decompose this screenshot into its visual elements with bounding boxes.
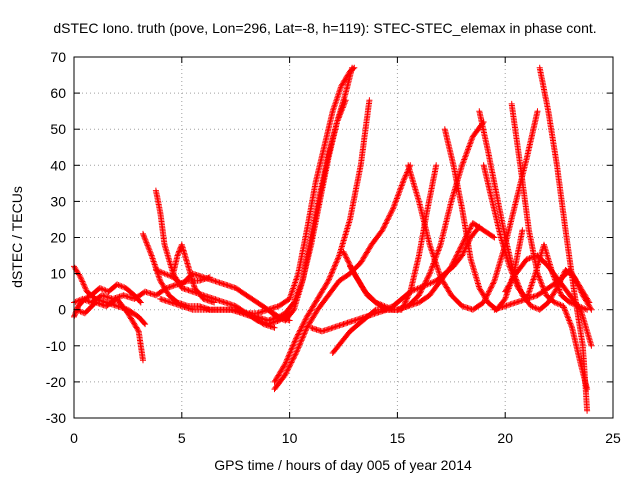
y-tick-label: 20 <box>50 230 66 246</box>
chart-title: dSTEC Iono. truth (pove, Lon=296, Lat=-8… <box>53 20 596 36</box>
x-tick-label: 15 <box>390 430 406 446</box>
series-markers <box>271 97 373 385</box>
series-markers <box>405 108 541 313</box>
series-8 <box>170 241 218 306</box>
y-tick-label: -30 <box>46 410 66 426</box>
x-tick-label: 20 <box>497 430 513 446</box>
x-tick-label: 5 <box>178 430 186 446</box>
x-tick-label: 25 <box>605 430 621 446</box>
x-tick-label: 10 <box>282 430 298 446</box>
x-tick-label: 0 <box>70 430 78 446</box>
y-tick-label: 30 <box>50 193 66 209</box>
y-tick-label: 0 <box>58 302 66 318</box>
series-markers <box>265 97 349 324</box>
y-tick-label: 50 <box>50 121 66 137</box>
series-24 <box>502 252 595 349</box>
series-markers <box>502 252 595 349</box>
series-23 <box>536 64 591 414</box>
series-22 <box>508 100 591 393</box>
series-markers <box>536 64 591 414</box>
series-25 <box>491 267 593 313</box>
series-markers <box>508 100 591 393</box>
y-tick-label: -10 <box>46 338 66 354</box>
axis-ticks: 0 5 10 15 20 25 -30 -20 -10 0 10 20 30 40 50 60 70 <box>46 49 621 446</box>
series-markers <box>491 267 593 313</box>
y-tick-label: 60 <box>50 85 66 101</box>
y-tick-label: -20 <box>46 374 66 390</box>
series-markers <box>170 241 218 306</box>
y-tick-label: 10 <box>50 266 66 282</box>
series-11 <box>265 97 349 324</box>
data-series <box>71 64 595 414</box>
y-tick-label: 70 <box>50 49 66 65</box>
y-axis-label: dSTEC / TECUs <box>9 186 25 288</box>
series-18 <box>405 108 541 313</box>
y-tick-label: 40 <box>50 157 66 173</box>
x-axis-label: GPS time / hours of day 005 of year 2014 <box>214 457 472 473</box>
series-12 <box>271 97 373 385</box>
